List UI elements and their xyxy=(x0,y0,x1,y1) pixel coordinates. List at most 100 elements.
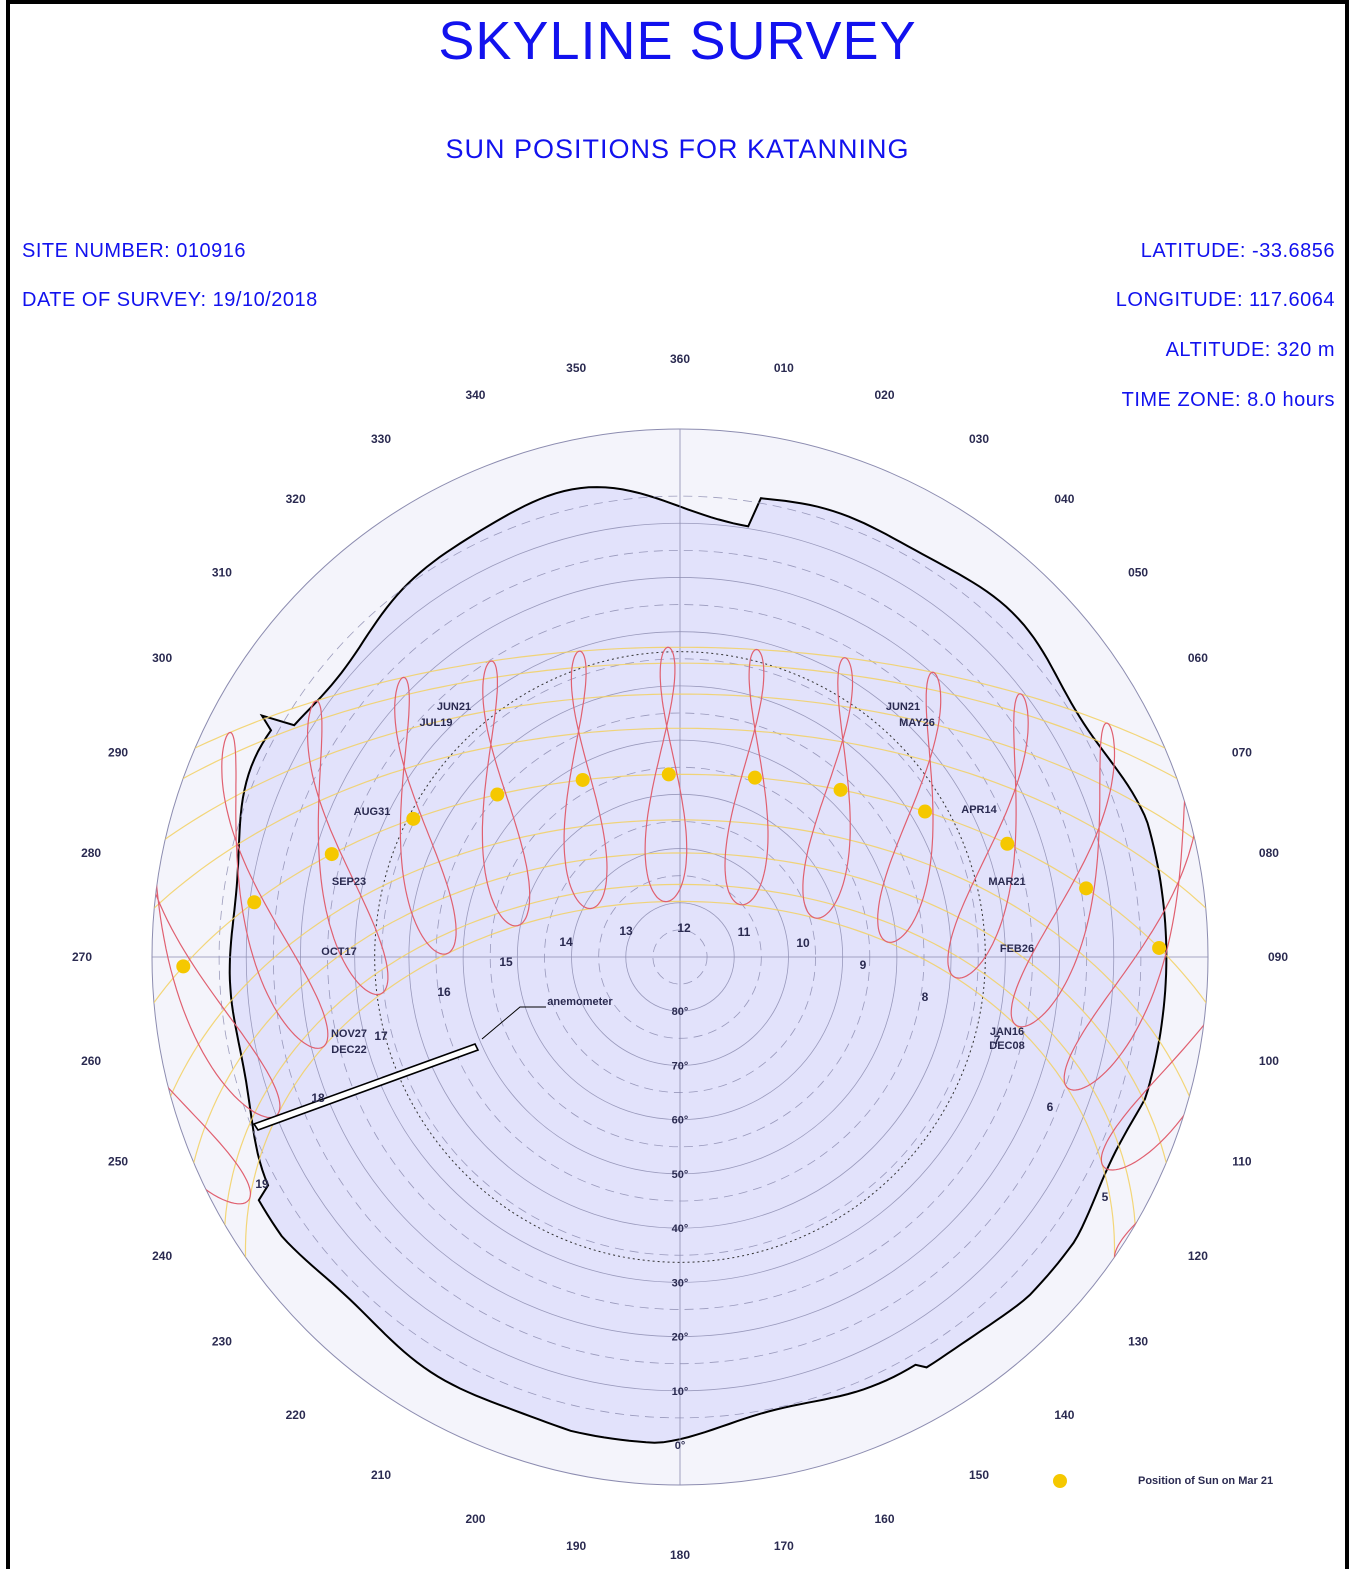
sun-position-dot xyxy=(1079,881,1094,896)
azimuth-label: 300 xyxy=(152,651,172,665)
hour-label: 5 xyxy=(1102,1190,1109,1204)
hour-label: 7 xyxy=(994,1033,1001,1047)
azimuth-label: 290 xyxy=(108,745,128,759)
sun-position-dot xyxy=(406,811,421,826)
sun-position-dot xyxy=(575,772,590,787)
analemma-loop xyxy=(724,648,769,906)
azimuth-label: 180 xyxy=(670,1548,690,1562)
analemma-loop xyxy=(947,693,1029,979)
azimuth-label: 170 xyxy=(774,1539,794,1553)
azimuth-label: 350 xyxy=(566,361,586,375)
date-label: NOV27 xyxy=(331,1028,367,1040)
hour-label: 9 xyxy=(860,958,867,972)
hour-label: 18 xyxy=(311,1091,325,1105)
time-zone: TIME ZONE: 8.0 hours xyxy=(1121,389,1335,411)
hour-label: 19 xyxy=(255,1177,269,1191)
sun-position-dot xyxy=(176,959,191,974)
legend-label: Position of Sun on Mar 21 xyxy=(1138,1475,1273,1487)
azimuth-label: 030 xyxy=(969,432,989,446)
elevation-label: 30° xyxy=(672,1277,689,1289)
legend-sun-dot xyxy=(1053,1474,1067,1488)
date-arc xyxy=(223,883,1137,1265)
elevation-label: 0° xyxy=(675,1440,686,1452)
sun-position-dot xyxy=(324,847,339,862)
hour-label: 11 xyxy=(738,925,751,939)
date-label: OCT17 xyxy=(321,946,356,958)
analemma-loop xyxy=(802,657,854,919)
hour-label: 13 xyxy=(619,924,633,938)
sun-path-curves xyxy=(152,646,1208,1303)
date-arc xyxy=(152,727,1208,929)
elevation-label: 50° xyxy=(672,1169,689,1181)
date-label: DEC08 xyxy=(989,1040,1024,1052)
hour-label: 10 xyxy=(796,936,810,950)
date-arc xyxy=(158,819,1202,1128)
sun-path-diagram: 360 010 020 030 040 050 060 070 080 090 100 110 120 1… xyxy=(72,352,1288,1562)
date-of-survey: DATE OF SURVEY: 19/10/2018 xyxy=(22,289,318,311)
elevation-label: 40° xyxy=(672,1223,689,1235)
azimuth-label: 010 xyxy=(774,361,794,375)
anemometer-label: anemometer xyxy=(547,996,613,1008)
date-label: MAY26 xyxy=(899,717,935,729)
azimuth-label: 250 xyxy=(108,1155,128,1169)
hour-label: 6 xyxy=(1047,1100,1054,1114)
analemma-loop xyxy=(481,660,531,927)
elevation-label: 20° xyxy=(672,1332,689,1344)
date-arc xyxy=(164,646,1196,764)
azimuth-label: 320 xyxy=(286,492,306,506)
date-arc xyxy=(152,693,1208,862)
azimuth-label: 210 xyxy=(371,1468,391,1482)
analemma-loop xyxy=(1100,990,1208,1171)
elevation-label: 80° xyxy=(672,1006,689,1018)
date-label: JUL19 xyxy=(419,717,452,729)
azimuth-label: 020 xyxy=(875,388,895,402)
date-label: FEB26 xyxy=(1000,943,1034,955)
sun-position-dot xyxy=(490,787,505,802)
azimuth-label: 330 xyxy=(371,432,391,446)
date-arc xyxy=(152,773,1208,1030)
azimuth-label: 360 xyxy=(670,352,690,366)
anemometer-leader xyxy=(481,1006,546,1040)
azimuth-label: 280 xyxy=(81,846,101,860)
sun-position-dot xyxy=(661,767,676,782)
analemma-loop xyxy=(221,731,329,1049)
azimuth-label: 130 xyxy=(1128,1334,1148,1348)
azimuth-label: 190 xyxy=(566,1539,586,1553)
sun-position-dot xyxy=(1000,836,1015,851)
azimuth-label: 340 xyxy=(465,388,485,402)
sun-position-dot xyxy=(747,770,762,785)
elevation-label: 60° xyxy=(672,1115,689,1127)
elevation-label: 70° xyxy=(672,1060,689,1072)
azimuth-label: 140 xyxy=(1054,1408,1074,1422)
analemma-loop xyxy=(563,650,608,910)
azimuth-label: 110 xyxy=(1232,1155,1252,1169)
azimuth-label: 120 xyxy=(1188,1249,1208,1263)
azimuth-label: 200 xyxy=(465,1512,485,1526)
azimuth-label: 050 xyxy=(1128,566,1148,580)
sun-position-dot xyxy=(247,895,262,910)
azimuth-label: 100 xyxy=(1259,1054,1279,1068)
altitude: ALTITUDE: 320 m xyxy=(1165,339,1335,361)
longitude: LONGITUDE: 117.6064 xyxy=(1115,289,1335,311)
date-label: APR14 xyxy=(961,804,997,816)
date-label: DEC22 xyxy=(331,1044,366,1056)
hour-label: 16 xyxy=(437,985,451,999)
hour-label: 15 xyxy=(499,955,513,969)
azimuth-label: 230 xyxy=(212,1334,232,1348)
azimuth-label: 240 xyxy=(152,1249,172,1263)
azimuth-label: 160 xyxy=(875,1512,895,1526)
analemma-loop xyxy=(394,676,457,955)
analemma-loop xyxy=(1010,722,1116,1028)
date-arc xyxy=(186,852,1174,1195)
date-label: SEP23 xyxy=(332,876,366,888)
anemometer-obstruction xyxy=(252,1043,480,1131)
date-label: MAR21 xyxy=(988,876,1025,888)
date-label: AUG31 xyxy=(354,806,391,818)
analemma-loop xyxy=(644,646,688,903)
azimuth-label: 040 xyxy=(1054,492,1074,506)
analemma-loop xyxy=(213,1252,250,1303)
site-number: SITE NUMBER: 010916 xyxy=(22,240,247,262)
sun-position-dot xyxy=(918,804,933,819)
hour-label: 8 xyxy=(922,990,929,1004)
sun-position-dot xyxy=(1152,940,1167,955)
